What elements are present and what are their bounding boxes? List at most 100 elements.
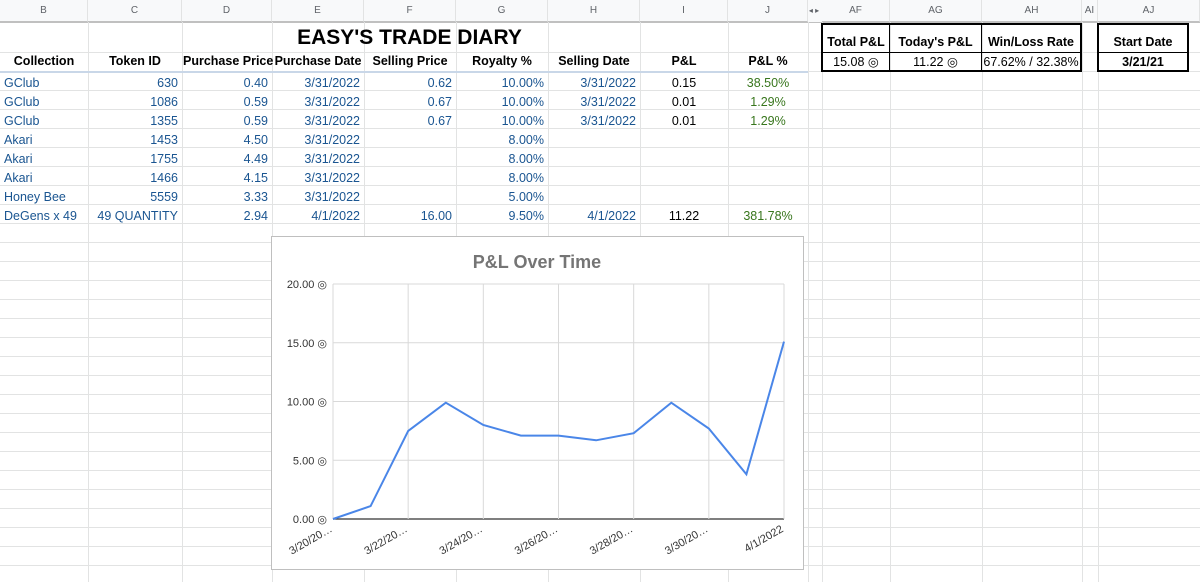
cell-purchase-date[interactable]: 3/31/2022 xyxy=(304,114,360,128)
cell-royalty[interactable]: 10.00% xyxy=(501,114,544,128)
cell-pnl[interactable]: 0.01 xyxy=(671,95,697,109)
cell-token-id[interactable]: 1453 xyxy=(150,133,178,147)
cell-purchase-date[interactable]: 3/31/2022 xyxy=(304,95,360,109)
today-pnl-label[interactable]: Today's P&L xyxy=(898,35,973,49)
cell-selling-date[interactable]: 4/1/2022 xyxy=(587,209,636,223)
x-tick-label: 3/24/20… xyxy=(438,523,485,557)
cell-purchase-date[interactable]: 3/31/2022 xyxy=(304,152,360,166)
header-pnl[interactable]: P&L xyxy=(671,54,697,68)
y-tick-label: 10.00 ◎ xyxy=(287,397,327,409)
total-pnl-value[interactable]: 15.08 ◎ xyxy=(833,55,879,69)
cell-royalty[interactable]: 8.00% xyxy=(508,171,544,185)
cell-selling-date[interactable]: 3/31/2022 xyxy=(580,114,636,128)
sheet-title[interactable]: EASY'S TRADE DIARY xyxy=(297,26,522,49)
cell-pnl-pct[interactable]: 38.50% xyxy=(746,76,790,90)
total-pnl-label[interactable]: Total P&L xyxy=(827,35,885,49)
cell-token-id[interactable]: 1355 xyxy=(150,114,178,128)
cell-purchase-price[interactable]: 0.40 xyxy=(243,76,268,90)
cell-purchase-price[interactable]: 0.59 xyxy=(243,95,268,109)
cell-purchase-price[interactable]: 4.15 xyxy=(243,171,268,185)
header-royalty[interactable]: Royalty % xyxy=(472,54,532,68)
cell-purchase-price[interactable]: 4.50 xyxy=(243,133,268,147)
cell-pnl[interactable]: 0.15 xyxy=(671,76,697,90)
cell-pnl-pct[interactable]: 1.29% xyxy=(750,114,786,128)
cell-purchase-price[interactable]: 2.94 xyxy=(243,209,268,223)
cell-royalty[interactable]: 10.00% xyxy=(501,95,544,109)
cell-purchase-date[interactable]: 3/31/2022 xyxy=(304,76,360,90)
cell-token-id[interactable]: 1755 xyxy=(150,152,178,166)
today-pnl-value[interactable]: 11.22 ◎ xyxy=(913,55,958,69)
cell-selling-date[interactable]: 3/31/2022 xyxy=(580,95,636,109)
cell-collection[interactable]: GClub xyxy=(4,114,40,128)
winloss-label[interactable]: Win/Loss Rate xyxy=(987,35,1074,49)
cell-collection[interactable]: GClub xyxy=(4,76,40,90)
header-selling-date[interactable]: Selling Date xyxy=(558,54,630,68)
y-tick-label: 15.00 ◎ xyxy=(287,338,327,350)
column-header-j[interactable]: J xyxy=(728,0,808,22)
cell-pnl-pct[interactable]: 1.29% xyxy=(750,95,786,109)
start-date-label[interactable]: Start Date xyxy=(1113,35,1173,49)
column-header-ah[interactable]: AH xyxy=(982,0,1082,22)
cell-pnl[interactable]: 0.01 xyxy=(671,114,697,128)
cell-token-id[interactable]: 630 xyxy=(157,76,178,90)
cell-token-id[interactable]: 1466 xyxy=(150,171,178,185)
column-header-b[interactable]: B xyxy=(0,0,88,22)
x-tick-label: 3/30/20… xyxy=(663,523,710,557)
column-header-af[interactable]: AF xyxy=(822,0,890,22)
header-purchase-date[interactable]: Purchase Date xyxy=(274,54,362,68)
hidden-columns-arrows-icon[interactable]: ◂ ▸ xyxy=(808,6,820,15)
cell-royalty[interactable]: 10.00% xyxy=(501,76,544,90)
x-tick-label: 4/1/2022 xyxy=(742,523,785,555)
column-header-g[interactable]: G xyxy=(456,0,548,22)
cell-collection[interactable]: GClub xyxy=(4,95,40,109)
x-tick-label: 3/22/20… xyxy=(362,523,409,557)
cell-selling-price[interactable]: 0.67 xyxy=(427,95,452,109)
header-selling-price[interactable]: Selling Price xyxy=(372,54,448,68)
column-header-ag[interactable]: AG xyxy=(890,0,982,22)
cell-collection[interactable]: Akari xyxy=(4,133,33,147)
column-header-h[interactable]: H xyxy=(548,0,640,22)
column-header-aj[interactable]: AJ xyxy=(1098,0,1200,22)
column-header-c[interactable]: C xyxy=(88,0,182,22)
cell-selling-price[interactable]: 16.00 xyxy=(420,209,452,223)
column-header-ai[interactable]: AI xyxy=(1082,0,1098,22)
cell-token-id[interactable]: 5559 xyxy=(150,190,178,204)
cell-purchase-date[interactable]: 3/31/2022 xyxy=(304,190,360,204)
cell-royalty[interactable]: 5.00% xyxy=(508,190,544,204)
cell-purchase-price[interactable]: 4.49 xyxy=(243,152,268,166)
winloss-value[interactable]: 67.62% / 32.38% xyxy=(983,55,1079,69)
cell-token-id[interactable]: 1086 xyxy=(150,95,178,109)
pnl-chart[interactable]: P&L Over Time 0.00 ◎ 5.00 ◎ 10.00 ◎ 15.00 ◎… xyxy=(271,236,804,570)
pnl-chart-svg: P&L Over Time 0.00 ◎ 5.00 ◎ 10.00 ◎ 15.00 ◎… xyxy=(287,252,786,557)
header-collection[interactable]: Collection xyxy=(13,54,75,68)
header-token-id[interactable]: Token ID xyxy=(109,54,161,68)
column-header-f[interactable]: F xyxy=(364,0,456,22)
cell-royalty[interactable]: 9.50% xyxy=(508,209,544,223)
cell-royalty[interactable]: 8.00% xyxy=(508,133,544,147)
cell-collection[interactable]: DeGens x 49 xyxy=(4,209,77,223)
cell-purchase-date[interactable]: 3/31/2022 xyxy=(304,133,360,147)
y-tick-label: 20.00 ◎ xyxy=(287,279,327,291)
header-purchase-price[interactable]: Purchase Price xyxy=(183,54,274,68)
column-header-i[interactable]: I xyxy=(640,0,728,22)
cell-royalty[interactable]: 8.00% xyxy=(508,152,544,166)
y-tick-label: 0.00 ◎ xyxy=(293,514,327,526)
column-header-d[interactable]: D xyxy=(182,0,272,22)
cell-purchase-date[interactable]: 3/31/2022 xyxy=(304,171,360,185)
start-date-value[interactable]: 3/21/21 xyxy=(1122,55,1164,69)
cell-pnl-pct[interactable]: 381.78% xyxy=(743,209,793,223)
cell-collection[interactable]: Akari xyxy=(4,152,33,166)
cell-selling-price[interactable]: 0.67 xyxy=(427,114,452,128)
cell-selling-date[interactable]: 3/31/2022 xyxy=(580,76,636,90)
cell-token-id[interactable]: 49 QUANTITY xyxy=(97,209,178,223)
cell-purchase-price[interactable]: 0.59 xyxy=(243,114,268,128)
cell-collection[interactable]: Honey Bee xyxy=(4,190,66,204)
cell-selling-price[interactable]: 0.62 xyxy=(427,76,452,90)
summary-box xyxy=(821,23,1082,72)
cell-purchase-price[interactable]: 3.33 xyxy=(243,190,268,204)
cell-purchase-date[interactable]: 4/1/2022 xyxy=(311,209,360,223)
header-pnl-pct[interactable]: P&L % xyxy=(748,54,788,68)
cell-collection[interactable]: Akari xyxy=(4,171,33,185)
cell-pnl[interactable]: 11.22 xyxy=(668,209,700,223)
column-header-e[interactable]: E xyxy=(272,0,364,22)
